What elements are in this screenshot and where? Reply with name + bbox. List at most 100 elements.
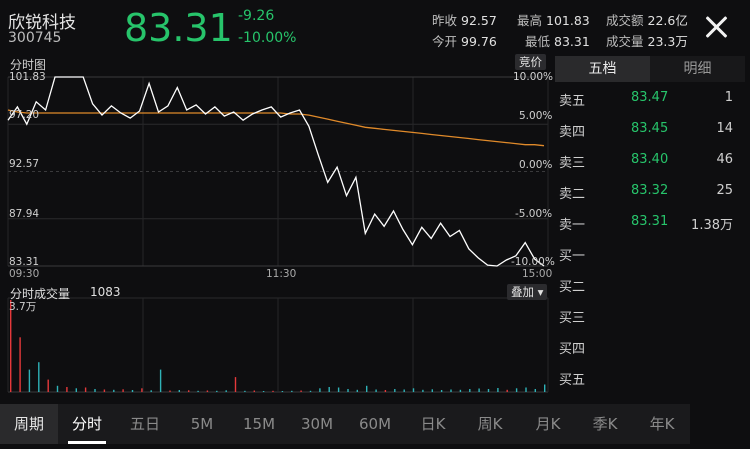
chart-title: 分时图: [10, 58, 47, 72]
x-label: 09:30: [9, 268, 40, 280]
volume-bar: [10, 300, 12, 392]
close-icon[interactable]: [703, 14, 729, 40]
volume-bar: [56, 385, 59, 392]
volume-bar: [141, 388, 143, 392]
volume-bar: [244, 390, 246, 392]
intraday-chart[interactable]: [0, 50, 552, 404]
orderbook-label: 卖三: [559, 156, 586, 171]
stat-turnover: 成交额 22.6亿: [606, 13, 688, 28]
orderbook-label: 买二: [559, 280, 586, 295]
orderbook-volume: 1: [724, 90, 733, 105]
y-left-label: 101.83: [9, 71, 46, 83]
period-tab[interactable]: 年K: [649, 415, 675, 433]
tab-details[interactable]: 明细: [650, 56, 745, 82]
volume-bar: [544, 384, 546, 392]
stat-high: 最高 101.83: [517, 13, 590, 28]
orderbook-label: 买三: [559, 311, 586, 326]
volume-grid: [7, 297, 549, 393]
volume-bar: [356, 389, 358, 392]
stock-code: 300745: [8, 30, 62, 46]
orderbook-row: 买四: [555, 338, 745, 358]
volume-bar: [272, 390, 274, 392]
volume-bar: [422, 389, 424, 392]
stat-low: 最低 83.31: [525, 34, 590, 49]
avg-price-line: [7, 109, 545, 147]
period-tab[interactable]: 五日: [129, 415, 160, 433]
orderbook-volume: 14: [716, 121, 733, 136]
price-line: [7, 76, 545, 267]
volume-bar: [253, 390, 255, 392]
volume-bar: [450, 389, 452, 392]
period-tab[interactable]: 日K: [420, 415, 446, 433]
period-tab[interactable]: 季K: [592, 415, 618, 433]
volume-bar: [178, 390, 180, 392]
orderbook-volume: 1.38万: [691, 218, 733, 233]
volume-bar: [28, 369, 31, 392]
period-tab[interactable]: 周K: [477, 415, 503, 433]
orderbook-label: 卖四: [559, 125, 586, 140]
tab-five-levels[interactable]: 五档: [555, 56, 650, 82]
volume-bar: [309, 390, 312, 392]
volume-bar: [394, 389, 396, 392]
orderbook-row: 卖一 83.31 1.38万: [555, 214, 745, 234]
volume-bar: [47, 379, 49, 392]
period-tab[interactable]: 15M: [242, 415, 276, 433]
orderbook-label: 买四: [559, 342, 586, 357]
y-left-label: 97.20: [9, 109, 40, 121]
auction-button[interactable]: 竞价: [515, 54, 546, 70]
orderbook-row: 卖三 83.40 46: [555, 152, 745, 172]
volume-max-label: 3.7万: [9, 301, 37, 313]
stat-prev-close: 昨收 92.57: [432, 13, 497, 28]
period-tab[interactable]: 60M: [358, 415, 392, 433]
orderbook-row: 卖五 83.47 1: [555, 90, 745, 110]
orderbook-panel: 五档 明细: [555, 56, 745, 82]
stat-volume: 成交量 23.3万: [606, 34, 688, 49]
y-left-label: 92.57: [9, 158, 40, 170]
orderbook-label: 卖一: [559, 218, 586, 233]
orderbook-list: 卖五 83.47 1 卖四 83.45 14 卖三 83.40 46 卖二 83.32 25 卖一 83.…: [555, 88, 745, 398]
volume-bar: [38, 362, 40, 392]
orderbook-label: 买一: [559, 249, 586, 264]
period-tab[interactable]: 5M: [190, 415, 214, 433]
volume-bar: [506, 389, 508, 392]
volume-bar: [75, 388, 77, 392]
volume-bar: [188, 390, 190, 392]
period-tab[interactable]: 月K: [535, 415, 561, 433]
volume-bar: [319, 388, 321, 392]
period-tab[interactable]: 30M: [300, 415, 334, 433]
orderbook-price: 83.31: [631, 214, 669, 229]
overlay-dropdown[interactable]: 叠加 ▾: [507, 284, 548, 300]
volume-bar: [122, 389, 124, 392]
orderbook-row: 买三: [555, 307, 745, 327]
volume-bar: [206, 390, 209, 392]
volume-bar: [150, 390, 152, 392]
volume-bar: [94, 389, 96, 392]
orderbook-label: 卖二: [559, 187, 586, 202]
volume-bar: [216, 390, 218, 392]
active-tab-underline: [68, 441, 106, 444]
volume-bar: [347, 389, 349, 392]
x-label: 15:00: [522, 268, 553, 280]
volume-bar: [487, 389, 490, 392]
volume-bar: [234, 377, 237, 392]
volume-bar: [337, 387, 340, 392]
period-tab[interactable]: 分时: [71, 415, 102, 433]
volume-bar: [113, 389, 115, 392]
y-right-label: 5.00%: [519, 110, 553, 122]
period-label: 周期: [0, 404, 58, 444]
volume-bar: [403, 389, 405, 392]
volume-bar: [66, 387, 68, 392]
volume-bar: [19, 337, 21, 392]
y-right-label: -10.00%: [511, 256, 555, 268]
volume-bar: [131, 390, 134, 392]
volume-bar: [459, 389, 462, 392]
stat-open: 今开 99.76: [432, 34, 497, 49]
orderbook-price: 83.32: [631, 183, 669, 198]
volume-bar: [469, 389, 471, 392]
orderbook-row: 买二: [555, 276, 745, 296]
volume-bar: [412, 388, 415, 392]
volume-bar: [431, 389, 433, 392]
volume-bar: [478, 388, 480, 392]
volume-bar: [262, 391, 265, 392]
volume-bar: [328, 387, 330, 392]
